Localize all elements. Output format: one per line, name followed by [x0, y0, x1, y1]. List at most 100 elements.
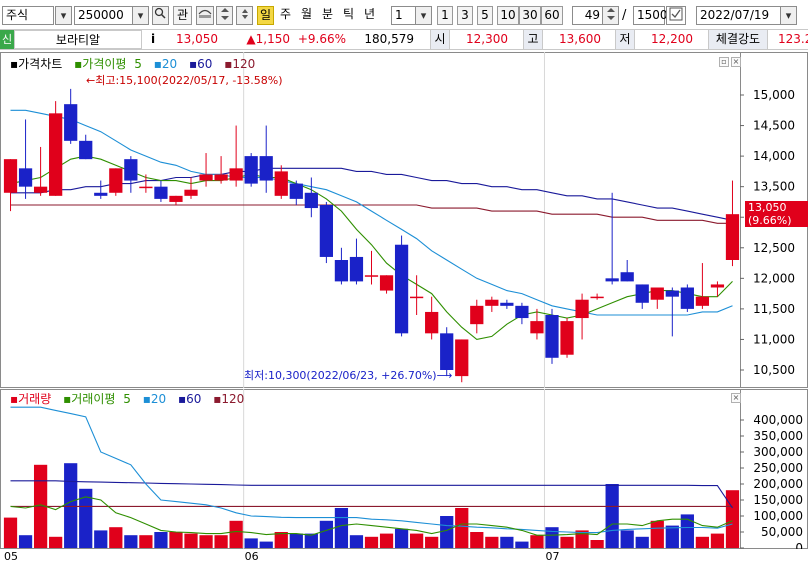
candle-body: [695, 296, 710, 306]
price-chart-panel[interactable]: 15,00014,50014,00013,50013,00012,50012,0…: [0, 52, 808, 388]
volume-bar: [259, 541, 273, 548]
volume-bar: [500, 536, 514, 548]
volume-bar: [184, 533, 198, 548]
candle-body: [154, 186, 168, 199]
tab-minute[interactable]: 분: [321, 7, 334, 21]
price-chart[interactable]: 15,00014,50014,00013,50013,00012,50012,0…: [0, 52, 808, 388]
visible-count-value: 49: [584, 8, 600, 22]
candle-body: [304, 192, 318, 209]
interval-button-60[interactable]: 60: [541, 6, 563, 25]
price-chart-legend: ▪가격차트 ▪가격이평 5 ▪20 ▪60 ▪120: [10, 57, 263, 71]
market-type-dropdown-icon[interactable]: ▾: [55, 6, 72, 25]
tab-tick[interactable]: 틱: [342, 7, 355, 21]
stock-code-dropdown-icon[interactable]: ▾: [132, 6, 149, 25]
calendar-check-icon[interactable]: [666, 6, 686, 25]
date-input[interactable]: 2022/07/19: [696, 6, 781, 25]
candle-body: [199, 174, 213, 181]
price-ma20-line: [10, 109, 733, 316]
chart-settings-icon[interactable]: [196, 6, 214, 25]
volume-bar: [319, 520, 333, 548]
price-tick-label: 11,000: [753, 332, 795, 346]
candle-body: [515, 305, 529, 319]
candle-body: [485, 299, 499, 306]
candle-body: [229, 168, 243, 181]
interval-button-5[interactable]: 5: [477, 6, 493, 25]
total-count-value: 1500: [637, 8, 668, 22]
open-label: 시: [430, 30, 450, 49]
stock-name[interactable]: 보라티알: [14, 30, 142, 49]
volume-bar: [710, 533, 725, 548]
volume-bar: [620, 530, 634, 548]
panel-minimize-icon[interactable]: ▫: [719, 57, 729, 67]
candle-body: [650, 287, 664, 300]
interval-select[interactable]: 1: [391, 6, 417, 25]
volume-bar: [515, 541, 529, 548]
total-count-input[interactable]: 1500: [633, 6, 668, 25]
interval-button-30[interactable]: 30: [519, 6, 541, 25]
date-axis-labels: 05 06 07: [4, 550, 559, 561]
highest-price-annotation: ←최고:15,100(2022/05/17, -13.58%): [86, 74, 283, 87]
interval-value: 1: [395, 8, 403, 22]
volume-bar: [379, 533, 394, 548]
volume-tick-label: 0: [795, 541, 803, 549]
volume-bar: [3, 517, 18, 548]
candle-body: [349, 256, 364, 282]
volume-panel-close-icon[interactable]: ×: [731, 393, 741, 403]
volume-bar: [169, 532, 183, 548]
volume-tick-label: 50,000: [761, 525, 803, 539]
candle-body: [455, 339, 469, 377]
candle-body: [575, 299, 589, 319]
tab-daily[interactable]: 일: [257, 6, 274, 25]
interest-button[interactable]: 관: [173, 6, 192, 25]
stock-info-button[interactable]: i: [150, 32, 156, 46]
volume-bar: [680, 514, 694, 548]
volume-bar: [394, 528, 409, 548]
stock-code-input[interactable]: 250000: [74, 6, 134, 25]
candle-body: [470, 305, 484, 325]
visible-count-spinner-icon[interactable]: [602, 6, 619, 25]
volume-bar: [334, 508, 349, 548]
volume-chart-panel[interactable]: 400,000 350,000 300,000 250,000 200,000 150,0…: [0, 389, 808, 555]
price-tick-label: 13,500: [753, 180, 795, 194]
visible-count-input[interactable]: 49: [572, 6, 604, 25]
interval-button-3[interactable]: 3: [457, 6, 473, 25]
lowest-price-annotation: 최저:10,300(2022/06/23, +26.70%)⟶: [244, 369, 453, 382]
market-type-select[interactable]: 주식: [2, 6, 54, 25]
interest-label: 관: [176, 8, 189, 22]
candle-body: [184, 189, 198, 196]
volume-bar: [64, 463, 78, 548]
current-price-tag-value: 13,050: [748, 201, 787, 214]
candle-body: [169, 195, 183, 202]
candle-body: [425, 311, 439, 334]
search-icon[interactable]: [152, 6, 169, 25]
candle-body: [394, 244, 409, 334]
step-up-down-icon[interactable]: [216, 6, 233, 25]
price-tick-label: 10,500: [753, 363, 795, 377]
tab-yearly[interactable]: 년: [363, 7, 376, 21]
volume-bar: [590, 540, 604, 548]
interval-dropdown-icon[interactable]: ▾: [415, 6, 432, 25]
volume-bar: [304, 533, 318, 548]
price-change: ▲1,150: [246, 32, 290, 46]
trade-strength-value: 123.2: [778, 32, 808, 46]
price-ma-120-label: ▪120: [224, 57, 256, 71]
volume-chart[interactable]: 400,000 350,000 300,000 250,000 200,000 150,0…: [0, 389, 808, 555]
tab-weekly[interactable]: 주: [279, 7, 292, 21]
candle-body: [139, 186, 153, 189]
volume-tick-label: 400,000: [753, 413, 803, 427]
interval-button-10[interactable]: 10: [497, 6, 519, 25]
price-change-percent: +9.66%: [297, 32, 346, 46]
current-price: 13,050: [176, 32, 218, 46]
volume-bar: [410, 533, 424, 548]
panel-close-icon[interactable]: ×: [731, 57, 741, 67]
interval-button-1[interactable]: 1: [437, 6, 453, 25]
candle-body: [710, 284, 725, 288]
date-picker-dropdown-icon[interactable]: ▾: [780, 6, 797, 25]
scroll-updown-icon[interactable]: [236, 6, 253, 25]
tab-monthly[interactable]: 월: [300, 7, 313, 21]
price-tick-label: 11,500: [753, 302, 795, 316]
candle-body: [545, 315, 559, 358]
volume-bar: [650, 520, 664, 548]
price-tick-label: 15,000: [753, 88, 795, 102]
volume-bar: [229, 520, 243, 548]
